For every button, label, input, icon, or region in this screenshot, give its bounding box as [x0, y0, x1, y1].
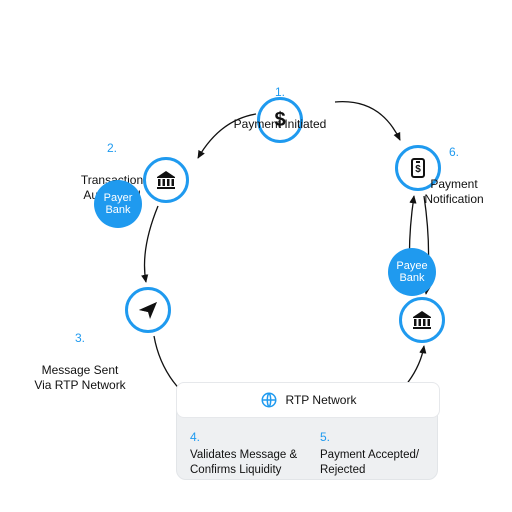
step-text: Validates Message & Confirms Liquidity: [190, 449, 297, 476]
node-payee-bank: [399, 297, 445, 343]
step-number: 3.: [20, 331, 140, 346]
badge-text: Payee Bank: [388, 260, 436, 284]
step-number: 4.: [190, 430, 310, 446]
badge-payee-bank: Payee Bank: [388, 248, 436, 296]
step-number: 6.: [399, 145, 509, 160]
rtp-title: RTP Network: [286, 393, 357, 407]
label-step-3: 3. Message Sent Via RTP Network: [20, 316, 140, 393]
step-text: Payment Accepted/ Rejected: [320, 449, 419, 476]
globe-icon: [260, 391, 278, 409]
step-text: Message Sent Via RTP Network: [34, 363, 125, 392]
rtp-flow-diagram: $ $ 1. Payment Initiated 2. Transaction …: [0, 0, 512, 512]
badge-payer-bank: Payer Bank: [94, 180, 142, 228]
rtp-step-4: 4. Validates Message & Confirms Liquidit…: [190, 430, 310, 477]
rtp-step-5: 5. Payment Accepted/ Rejected: [320, 430, 440, 477]
rtp-network-header: RTP Network: [176, 382, 440, 418]
step-number: 2.: [57, 141, 167, 156]
step-number: 5.: [320, 430, 440, 446]
badge-text: Payer Bank: [94, 192, 142, 216]
step-text: Payment Notification: [424, 177, 483, 206]
label-step-6: 6. Payment Notification: [399, 130, 509, 207]
label-step-1: 1. Payment Initiated: [210, 70, 350, 132]
step-number: 1.: [210, 85, 350, 100]
step-text: Payment Initiated: [234, 117, 327, 131]
